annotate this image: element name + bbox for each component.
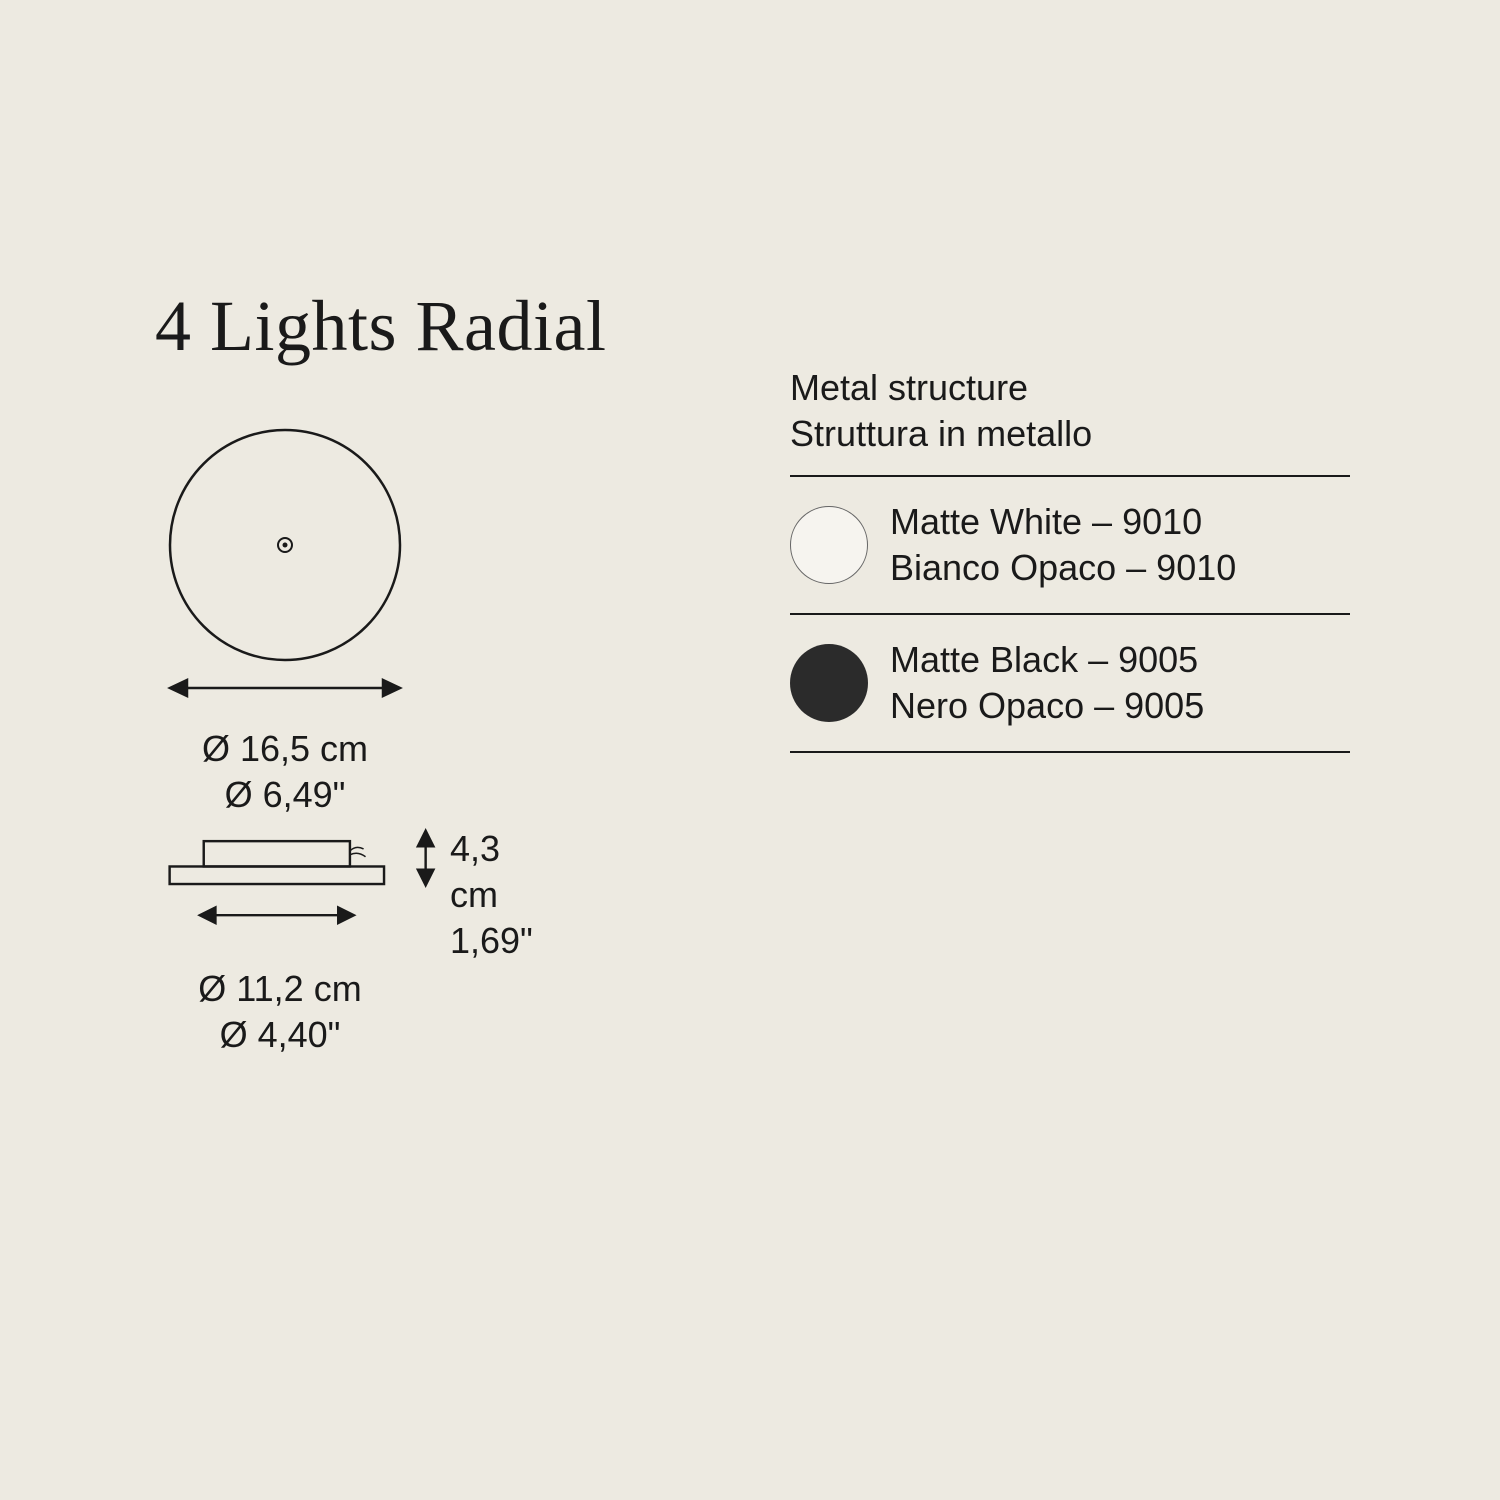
finishes-section: Metal structure Struttura in metallo Mat… bbox=[790, 365, 1350, 753]
top-diameter-labels: Ø 16,5 cm Ø 6,49" bbox=[155, 726, 415, 818]
finish-line1: Matte Black – 9005 bbox=[890, 637, 1204, 683]
side-view-svg bbox=[155, 820, 399, 950]
wire-detail bbox=[350, 847, 366, 856]
finish-line2: Bianco Opaco – 9010 bbox=[890, 545, 1236, 591]
finishes-heading-en: Metal structure bbox=[790, 365, 1350, 411]
side-height-arrow bbox=[413, 826, 438, 890]
side-height-imperial: 1,69" bbox=[450, 918, 555, 964]
finish-row: Matte White – 9010 Bianco Opaco – 9010 bbox=[790, 475, 1350, 613]
finish-text: Matte Black – 9005 Nero Opaco – 9005 bbox=[890, 637, 1204, 729]
side-width-labels: Ø 11,2 cm Ø 4,40" bbox=[155, 966, 405, 1058]
swatch-black bbox=[790, 644, 868, 722]
finishes-heading-it: Struttura in metallo bbox=[790, 411, 1350, 457]
side-width-metric: Ø 11,2 cm bbox=[155, 966, 405, 1012]
top-view-svg bbox=[155, 420, 415, 720]
finish-text: Matte White – 9010 Bianco Opaco – 9010 bbox=[890, 499, 1236, 591]
center-dot bbox=[283, 543, 288, 548]
side-view-diagram: 4,3 cm 1,69" Ø 11,2 cm Ø 4,40" bbox=[155, 820, 555, 1058]
swatch-white bbox=[790, 506, 868, 584]
side-cap bbox=[204, 841, 350, 866]
finish-row: Matte Black – 9005 Nero Opaco – 9005 bbox=[790, 613, 1350, 753]
width-dimension-arrow bbox=[170, 680, 400, 696]
top-view-diagram: Ø 16,5 cm Ø 6,49" bbox=[155, 420, 455, 818]
side-height-metric: 4,3 cm bbox=[450, 826, 555, 918]
side-width-arrow bbox=[200, 907, 354, 923]
top-diameter-metric: Ø 16,5 cm bbox=[155, 726, 415, 772]
finish-line1: Matte White – 9010 bbox=[890, 499, 1236, 545]
side-base bbox=[170, 866, 384, 884]
finishes-heading: Metal structure Struttura in metallo bbox=[790, 365, 1350, 457]
top-diameter-imperial: Ø 6,49" bbox=[155, 772, 415, 818]
side-height-labels: 4,3 cm 1,69" bbox=[450, 826, 555, 964]
spec-sheet: 4 Lights Radial Ø 16,5 cm Ø 6,49" bbox=[0, 0, 1500, 1500]
finish-line2: Nero Opaco – 9005 bbox=[890, 683, 1204, 729]
side-width-imperial: Ø 4,40" bbox=[155, 1012, 405, 1058]
product-title: 4 Lights Radial bbox=[155, 285, 606, 368]
